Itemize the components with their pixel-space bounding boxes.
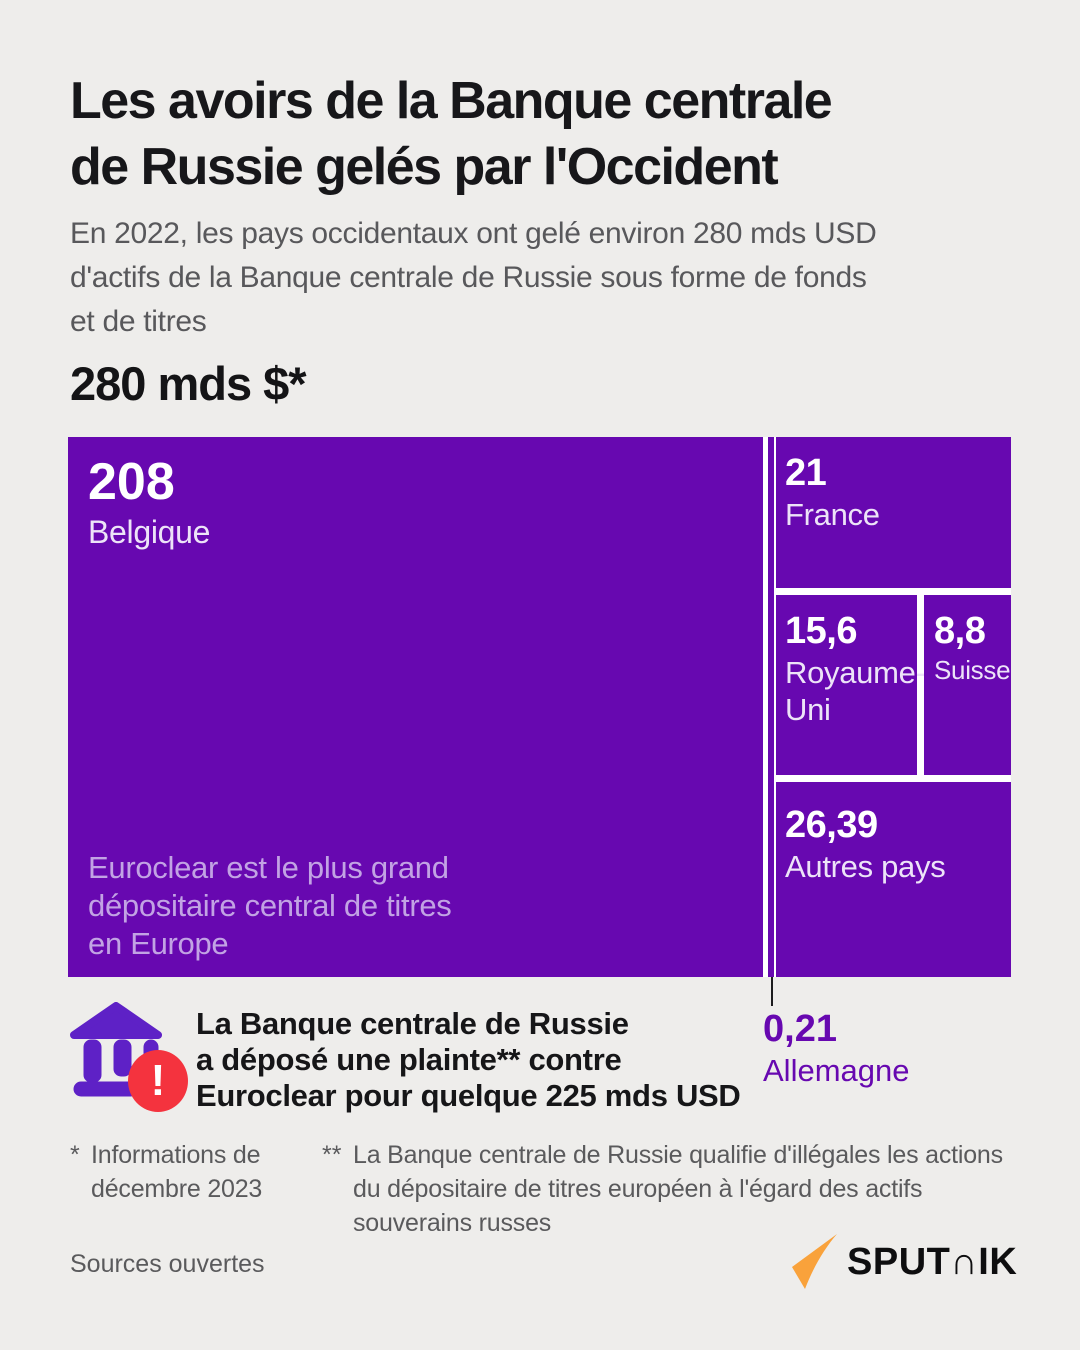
treemap-tile-france: 21 France	[776, 437, 1011, 588]
treemap-tile-switzerland: 8,8 Suisse	[924, 595, 1011, 775]
footnote-two-text: La Banque centrale de Russie qualifie d'…	[353, 1141, 1003, 1237]
tile-value-france: 21	[785, 452, 827, 494]
page-title: Les avoirs de la Banque centrale de Russ…	[70, 72, 833, 196]
germany-pointer-line	[771, 977, 773, 1006]
source-text: Sources ouvertes	[70, 1250, 265, 1278]
treemap-tile-united-kingdom: 15,6 Royaume-Uni	[776, 595, 926, 775]
tile-label-belgium: Belgique	[88, 514, 211, 550]
germany-label: Allemagne	[763, 1053, 910, 1088]
tile-note-euroclear: Euroclear est le plus grand dépositaire …	[88, 850, 452, 961]
footnote-one-marker: *	[70, 1141, 80, 1169]
bank-building-icon	[70, 1002, 162, 1097]
footnote-one-text: Informations de décembre 2023	[91, 1141, 263, 1203]
alert-exclamation-badge: !	[128, 1050, 188, 1112]
exclamation-mark: !	[150, 1056, 166, 1105]
chart-total-title: 280 mds $*	[70, 357, 307, 410]
treemap-tile-germany	[768, 437, 774, 977]
lawsuit-callout: ! La Banque centrale de Russie a déposé …	[70, 998, 741, 1116]
germany-value: 0,21	[763, 1008, 837, 1050]
tile-value-other-countries: 26,39	[785, 804, 878, 846]
tile-label-switzerland: Suisse	[934, 655, 1011, 685]
germany-callout-label: 0,21 Allemagne	[763, 1006, 909, 1090]
tile-value-switzerland: 8,8	[934, 610, 986, 652]
footnote-one: * Informations de décembre 2023	[70, 1138, 262, 1206]
footnote-two: ** La Banque centrale de Russie qualifie…	[322, 1138, 1003, 1240]
lawsuit-text: La Banque centrale de Russie a déposé un…	[196, 1006, 741, 1113]
sputnik-logo: SPUT∩IK	[792, 1234, 1017, 1290]
tile-value-belgium: 208	[88, 453, 175, 511]
sputnik-logo-text: SPUT∩IK	[847, 1240, 1018, 1283]
footnote-two-marker: **	[322, 1141, 342, 1169]
tile-label-other-countries: Autres pays	[785, 849, 946, 884]
treemap-chart: 208 Belgique Euroclear est le plus grand…	[68, 437, 1011, 977]
sputnik-dart-icon	[792, 1234, 837, 1289]
tile-value-united-kingdom: 15,6	[785, 610, 857, 652]
treemap-tile-other-countries: 26,39 Autres pays	[776, 782, 1011, 977]
page-subtitle: En 2022, les pays occidentaux ont gelé e…	[70, 217, 877, 338]
tile-label-france: France	[785, 497, 880, 532]
bank-alert-icon: !	[70, 998, 188, 1116]
tile-label-united-kingdom: Royaume-Uni	[785, 655, 926, 727]
treemap-tile-belgium: 208 Belgique Euroclear est le plus grand…	[68, 437, 763, 977]
